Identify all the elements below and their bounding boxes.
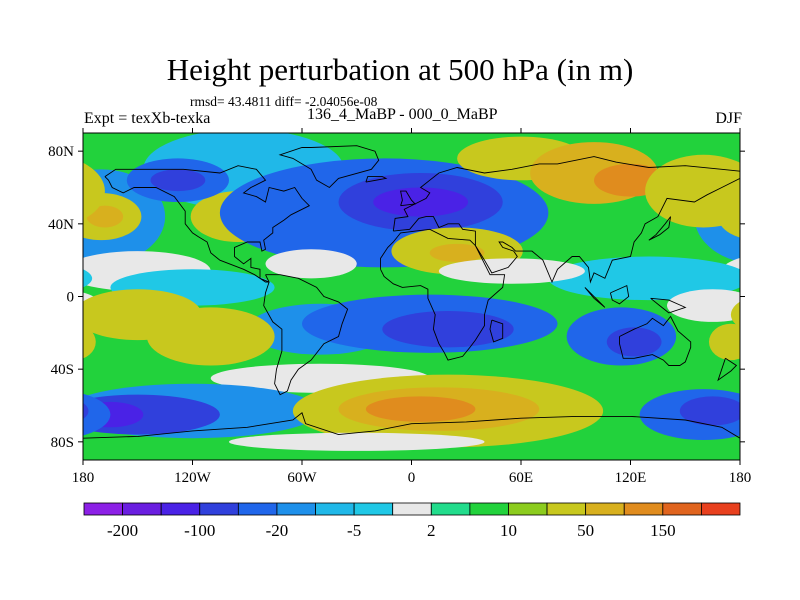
stats-line: rmsd= 43.4811 diff= -2.04056e-08 xyxy=(190,94,378,109)
field-region-15 xyxy=(83,162,105,220)
experiment-label: Expt = texXb-texka xyxy=(84,110,211,127)
colorbar: -200 -100 -20 -5 2 10 50 150 xyxy=(83,502,741,540)
field-region-19 xyxy=(265,249,357,279)
height-field xyxy=(83,133,740,460)
coastline-4 xyxy=(392,156,740,284)
colorbar-swatch-10 xyxy=(469,502,509,516)
coastline-14 xyxy=(365,176,388,183)
field-region-28 xyxy=(606,327,662,357)
season-label: DJF xyxy=(715,110,742,127)
x-tick-label-1: 120W xyxy=(174,470,212,486)
field-region-30 xyxy=(146,307,275,366)
coastline-1 xyxy=(263,274,349,396)
colorbar-swatch-11 xyxy=(508,502,548,516)
colorbar-swatch-3 xyxy=(199,502,239,516)
coastline-12 xyxy=(489,319,504,343)
y-tick-label-0: 80N xyxy=(48,144,74,160)
colorbar-label-5: 10 xyxy=(500,521,517,540)
field-region-35 xyxy=(734,407,740,422)
colorbar-swatch-15 xyxy=(662,502,702,516)
colorbar-label-1: -100 xyxy=(184,521,215,540)
colorbar-swatch-1 xyxy=(122,502,162,516)
coastline-2 xyxy=(278,145,380,189)
chart-title: Height perturbation at 500 hPa (in m) xyxy=(166,52,634,87)
x-tick-label-4: 60E xyxy=(509,470,533,486)
field-region-31 xyxy=(83,325,96,359)
colorbar-swatch-5 xyxy=(276,502,316,516)
colorbar-swatch-0 xyxy=(83,502,123,516)
coastline-11 xyxy=(650,297,687,314)
field-region-41 xyxy=(229,432,485,451)
field-region-23 xyxy=(667,289,740,322)
coastlines xyxy=(83,145,740,439)
colorbar-label-2: -20 xyxy=(266,521,289,540)
colorbar-label-4: 2 xyxy=(427,521,436,540)
y-tick-label-1: 40N xyxy=(48,217,74,233)
colorbar-swatch-6 xyxy=(315,502,355,516)
colorbar-swatch-4 xyxy=(237,502,278,516)
coastline-8 xyxy=(648,216,672,241)
colorbar-label-3: -5 xyxy=(347,521,361,540)
field-region-40 xyxy=(83,402,89,419)
colorbar-swatch-12 xyxy=(546,502,587,516)
field-region-29 xyxy=(730,301,740,328)
y-tick-label-4: 80S xyxy=(51,435,74,451)
colorbar-label-6: 50 xyxy=(577,521,594,540)
field-region-38 xyxy=(365,396,476,422)
coastline-9 xyxy=(584,287,606,308)
coastline-6 xyxy=(83,412,740,439)
coastline-5 xyxy=(619,315,692,366)
field-region-22 xyxy=(438,258,585,284)
x-tick-label-2: 60W xyxy=(287,470,317,486)
coastline-7 xyxy=(400,190,417,207)
field-region-21 xyxy=(83,269,93,288)
field-region-11 xyxy=(373,187,469,217)
coastline-3 xyxy=(380,228,506,361)
colorbar-label-0: -200 xyxy=(107,521,138,540)
field-region-17 xyxy=(429,243,485,262)
x-tick-label-5: 120E xyxy=(615,470,647,486)
colorbar-swatch-2 xyxy=(160,502,201,516)
field-region-40 xyxy=(679,396,740,426)
x-tick-label-3: 0 xyxy=(408,470,416,486)
colorbar-swatch-8 xyxy=(392,502,432,516)
coastline-10 xyxy=(609,284,630,305)
colorbar-label-7: 150 xyxy=(650,521,676,540)
field-region-15 xyxy=(645,154,740,228)
field-region-6 xyxy=(86,205,124,228)
field-region-21 xyxy=(548,256,740,301)
coastline-0 xyxy=(104,165,311,283)
y-tick-label-3: 40S xyxy=(51,362,74,378)
colorbar-swatch-9 xyxy=(430,502,471,516)
colorbar-swatch-7 xyxy=(353,502,394,516)
field-region-31 xyxy=(708,323,740,361)
field-region-39 xyxy=(83,393,111,436)
colorbar-swatch-13 xyxy=(585,502,625,516)
field-region-8 xyxy=(150,169,206,192)
comparison-label: 136_4_MaBP - 000_0_MaBP xyxy=(307,106,498,123)
axis-ticks: 180 120W 60W 0 60E 120E 180 80N 40N 0 40S 80S xyxy=(48,128,751,486)
colorbar-swatch-16 xyxy=(701,502,741,516)
colorbar-swatch-14 xyxy=(623,502,664,516)
coastline-13 xyxy=(717,357,738,382)
x-tick-label-6: 180 xyxy=(729,470,752,486)
x-tick-label-0: 180 xyxy=(72,470,95,486)
y-tick-label-2: 0 xyxy=(67,290,75,306)
field-region-26 xyxy=(382,311,514,348)
